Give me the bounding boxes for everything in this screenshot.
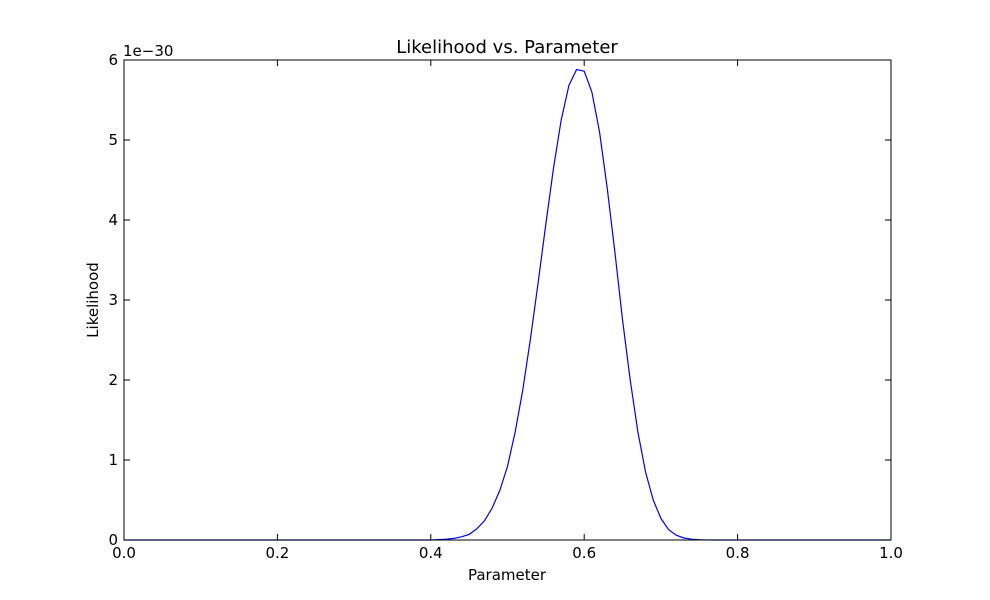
y-tick-label: 0 [108,531,118,549]
chart-title: Likelihood vs. Parameter [396,37,618,58]
y-tick-label: 2 [108,371,118,389]
y-tick-label: 5 [108,131,118,149]
axes-frame [123,59,892,541]
x-axis-label: Parameter [468,566,547,584]
likelihood-series-line [124,68,891,541]
x-tick-label: 0.6 [572,544,596,562]
y-tick-label: 4 [108,211,118,229]
y-multiplier-label: 1e−30 [123,42,173,60]
x-tick-label: 1.0 [879,544,903,562]
y-tick-label: 6 [108,51,118,69]
x-tick-label: 0.4 [419,544,443,562]
y-axis-label: Likelihood [84,262,102,338]
x-tick-label: 0.8 [726,544,750,562]
x-tick-label: 0.2 [265,544,289,562]
plot-area [124,68,891,541]
y-tick-label: 3 [108,291,118,309]
x-tick-label: 0.0 [112,544,136,562]
axis-ticks: 0.0 0.2 0.4 0.6 0.8 1.0 0 1 2 3 4 5 6 [108,51,902,562]
y-tick-label: 1 [108,451,118,469]
